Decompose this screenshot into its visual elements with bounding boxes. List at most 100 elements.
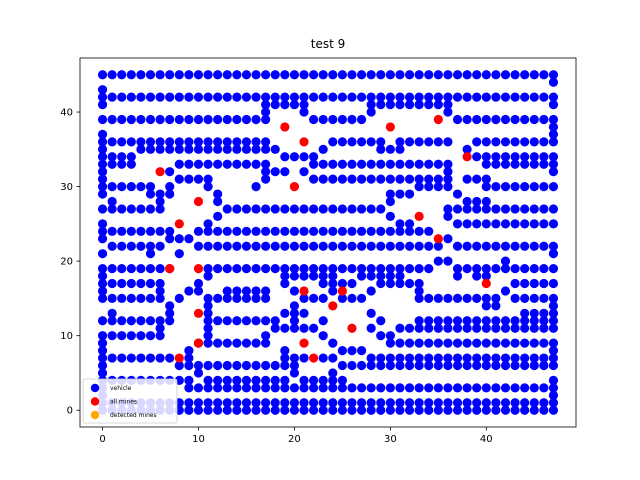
vehicle-point (472, 316, 482, 326)
vehicle-point (414, 316, 424, 326)
vehicle-point (424, 338, 434, 348)
vehicle-point (491, 293, 501, 304)
vehicle-point (328, 174, 338, 184)
vehicle-point (500, 241, 511, 251)
vehicle-point (443, 204, 453, 214)
vehicle-point (193, 368, 204, 378)
vehicle-point (356, 360, 367, 371)
vehicle-point (472, 174, 482, 184)
vehicle-point (424, 398, 434, 408)
mine-point (299, 137, 309, 147)
vehicle-point (548, 129, 559, 140)
vehicle-point (184, 159, 194, 169)
vehicle-point (337, 174, 347, 184)
vehicle-point (424, 383, 434, 393)
vehicle-point (251, 293, 261, 304)
vehicle-point (481, 293, 491, 304)
vehicle-point (452, 360, 463, 371)
vehicle-point (145, 316, 156, 326)
vehicle-point (117, 353, 127, 363)
vehicle-point (97, 316, 108, 326)
vehicle-point (318, 159, 328, 169)
vehicle-point (548, 338, 559, 348)
vehicle-point (539, 383, 549, 393)
mine-point (193, 338, 204, 348)
vehicle-point (424, 263, 434, 274)
vehicle-point (510, 137, 520, 147)
vehicle-point (366, 308, 376, 318)
vehicle-point (145, 263, 156, 274)
vehicle-point (203, 323, 213, 333)
vehicle-point (452, 219, 463, 229)
vehicle-point (145, 226, 156, 236)
vehicle-point (126, 152, 136, 162)
vehicle-point (97, 181, 108, 192)
vehicle-point (145, 114, 156, 125)
vehicle-point (309, 70, 319, 80)
vehicle-point (414, 360, 424, 371)
vehicle-point (443, 338, 453, 348)
vehicle-point (261, 338, 271, 348)
vehicle-point (452, 353, 463, 363)
vehicle-point (404, 278, 415, 289)
vehicle-point (97, 345, 108, 356)
vehicle-point (520, 204, 530, 214)
vehicle-point (318, 293, 328, 304)
mine-point (385, 122, 395, 132)
vehicle-point (251, 316, 261, 326)
vehicle-point (443, 256, 453, 266)
vehicle-point (318, 114, 328, 125)
vehicle-point (472, 360, 482, 371)
vehicle-point (289, 286, 300, 296)
vehicle-point (337, 92, 347, 102)
vehicle-point (280, 152, 290, 162)
vehicle-point (289, 271, 300, 281)
vehicle-point (529, 92, 539, 102)
vehicle-point (193, 383, 204, 393)
vehicle-point (184, 70, 194, 80)
vehicle-point (520, 353, 530, 363)
vehicle-point (251, 286, 261, 296)
vehicle-point (241, 137, 252, 147)
vehicle-point (424, 405, 434, 415)
vehicle-point (126, 241, 136, 251)
vehicle-point (174, 293, 184, 304)
vehicle-point (385, 196, 395, 207)
vehicle-point (385, 383, 395, 393)
vehicle-point (328, 353, 338, 363)
vehicle-point (193, 92, 204, 102)
vehicle-point (270, 405, 280, 415)
vehicle-point (539, 263, 549, 274)
vehicle-point (318, 174, 328, 184)
vehicle-point (539, 241, 549, 251)
vehicle-point (184, 405, 194, 415)
vehicle-point (347, 92, 357, 102)
vehicle-point (280, 99, 290, 110)
vehicle-point (443, 181, 453, 192)
vehicle-point (222, 204, 232, 214)
vehicle-point (299, 323, 309, 333)
vehicle-point (222, 316, 232, 326)
vehicle-point (424, 293, 434, 304)
vehicle-point (491, 383, 501, 393)
vehicle-point (318, 398, 328, 408)
vehicle-point (97, 70, 108, 80)
vehicle-point (261, 204, 271, 214)
vehicle-point (318, 226, 328, 236)
vehicle-point (548, 390, 559, 400)
vehicle-point (366, 360, 376, 371)
vehicle-point (222, 405, 232, 415)
vehicle-point (184, 92, 194, 102)
vehicle-point (337, 383, 347, 393)
vehicle-point (539, 405, 549, 415)
mine-point (174, 353, 184, 363)
vehicle-point (251, 398, 261, 408)
vehicle-point (289, 316, 300, 326)
vehicle-point (443, 353, 453, 363)
vehicle-point (251, 70, 261, 80)
vehicle-point (539, 159, 549, 169)
vehicle-point (539, 204, 549, 214)
vehicle-point (337, 345, 347, 356)
vehicle-point (165, 167, 175, 177)
vehicle-point (443, 159, 453, 169)
